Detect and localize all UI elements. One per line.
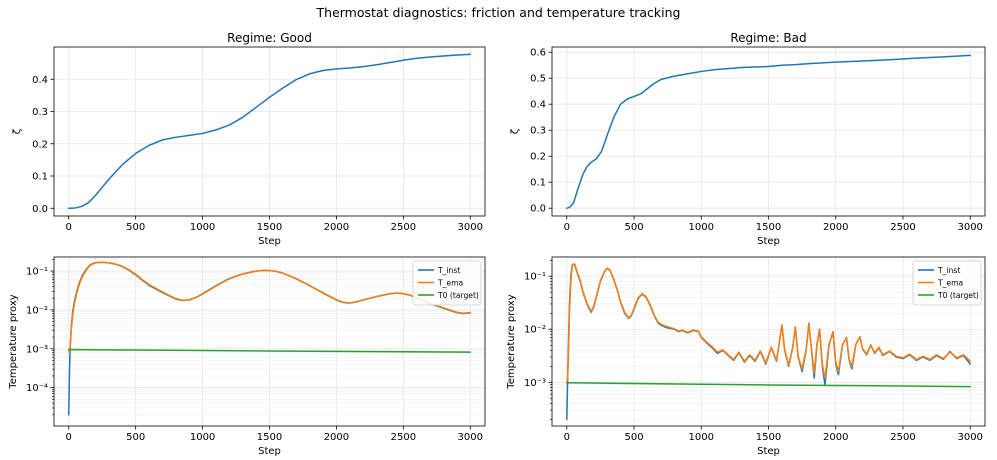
legend-label: T_inst: [437, 266, 460, 275]
series-line-t-ema: [566, 262, 971, 384]
y-tick-label: 0.2: [32, 139, 48, 150]
y-tick-label: 0.2: [530, 152, 546, 163]
y-tick-label: 0.4: [32, 75, 48, 86]
x-tick-label: 0: [66, 432, 72, 443]
legend-label: T_ema: [937, 279, 963, 288]
x-tick-label: 3000: [957, 222, 982, 233]
y-tick-label: 0.6: [530, 48, 546, 59]
x-tick-label: 500: [126, 222, 145, 233]
x-tick-label: 3000: [957, 432, 982, 443]
legend-label: T0 (target): [437, 291, 479, 300]
chart-title: Regime: Good: [227, 31, 312, 45]
x-tick-label: 1000: [689, 432, 714, 443]
x-tick-label: 1500: [257, 222, 282, 233]
chart-title: Regime: Bad: [730, 31, 806, 45]
y-tick-label: 10⁻³: [26, 344, 48, 355]
x-axis-label: Step: [258, 446, 281, 457]
x-axis-label: Step: [258, 236, 281, 247]
y-tick-label: 0.0: [530, 204, 546, 215]
legend-label: T_ema: [437, 279, 463, 288]
x-tick-label: 3000: [458, 222, 483, 233]
y-axis-label: ζ: [510, 129, 521, 134]
y-tick-label: 10⁻¹: [26, 267, 48, 278]
x-tick-label: 2500: [890, 432, 915, 443]
chart-zeta-good: 0 500 1000 1500 2000 2500 3000 0.0 0.1 0.2 0.3 0.4 R…: [12, 31, 486, 247]
y-tick-label: 10⁻³: [524, 378, 546, 389]
x-tick-label: 2000: [823, 222, 848, 233]
x-tick-label: 0: [66, 222, 72, 233]
y-tick-label: 0.1: [530, 178, 546, 189]
x-tick-label: 500: [624, 432, 643, 443]
x-tick-label: 1500: [756, 432, 781, 443]
chart-temp-bad: 0 500 1000 1500 2000 2500 3000 10⁻³ 10⁻² 10⁻¹ Step…: [506, 256, 986, 457]
x-axis-label: Step: [757, 236, 780, 247]
x-tick-label: 2500: [391, 432, 416, 443]
y-tick-label: 10⁻¹: [524, 272, 546, 283]
figure-title: Thermostat diagnostics: friction and tem…: [316, 5, 681, 20]
series-line-t0-target: [67, 348, 472, 353]
x-tick-label: 2000: [324, 432, 349, 443]
x-tick-label: 1000: [190, 222, 215, 233]
series-line-: [67, 53, 472, 210]
x-tick-label: 3000: [458, 432, 483, 443]
axes-frame: [551, 256, 986, 427]
y-tick-label: 0.4: [530, 100, 546, 111]
series-line-t0-target: [566, 382, 971, 388]
y-tick-label: 10⁻²: [26, 305, 48, 316]
x-tick-label: 500: [126, 432, 145, 443]
y-axis-label: Temperature proxy: [8, 294, 19, 389]
x-tick-label: 0: [564, 432, 570, 443]
y-tick-label: 0.5: [530, 74, 546, 85]
series-line-: [566, 54, 971, 209]
x-tick-label: 1500: [257, 432, 282, 443]
x-tick-label: 2000: [823, 432, 848, 443]
legend-label: T0 (target): [937, 291, 979, 300]
x-tick-label: 2500: [391, 222, 416, 233]
x-axis-label: Step: [757, 446, 780, 457]
legend: T_inst T_ema T0 (target): [912, 260, 982, 306]
y-axis-label: Temperature proxy: [506, 294, 517, 389]
y-axis-label: ζ: [12, 129, 23, 134]
x-tick-label: 2500: [890, 222, 915, 233]
axes-frame: [53, 46, 486, 217]
y-tick-label: 10⁻²: [524, 325, 546, 336]
x-tick-label: 500: [624, 222, 643, 233]
chart-zeta-bad: 0 500 1000 1500 2000 2500 3000 0.0 0.1 0.2 0.3 0.4 0…: [510, 31, 986, 247]
series-line-t-ema: [67, 261, 472, 354]
y-tick-label: 0.3: [530, 126, 546, 137]
axes-frame: [53, 256, 486, 427]
legend: T_inst T_ema T0 (target): [412, 260, 482, 306]
y-tick-label: 0.0: [32, 204, 48, 215]
x-tick-label: 0: [564, 222, 570, 233]
axes-frame: [551, 46, 986, 217]
x-tick-label: 1000: [190, 432, 215, 443]
x-tick-label: 1500: [756, 222, 781, 233]
chart-temp-good: 0 500 1000 1500 2000 2500 3000 10⁻⁴ 10⁻³ 10⁻² 10⁻¹…: [8, 256, 486, 457]
x-tick-label: 2000: [324, 222, 349, 233]
legend-label: T_inst: [937, 266, 960, 275]
y-tick-label: 10⁻⁴: [26, 383, 48, 394]
y-tick-label: 0.3: [32, 107, 48, 118]
y-tick-label: 0.1: [32, 172, 48, 183]
x-tick-label: 1000: [689, 222, 714, 233]
